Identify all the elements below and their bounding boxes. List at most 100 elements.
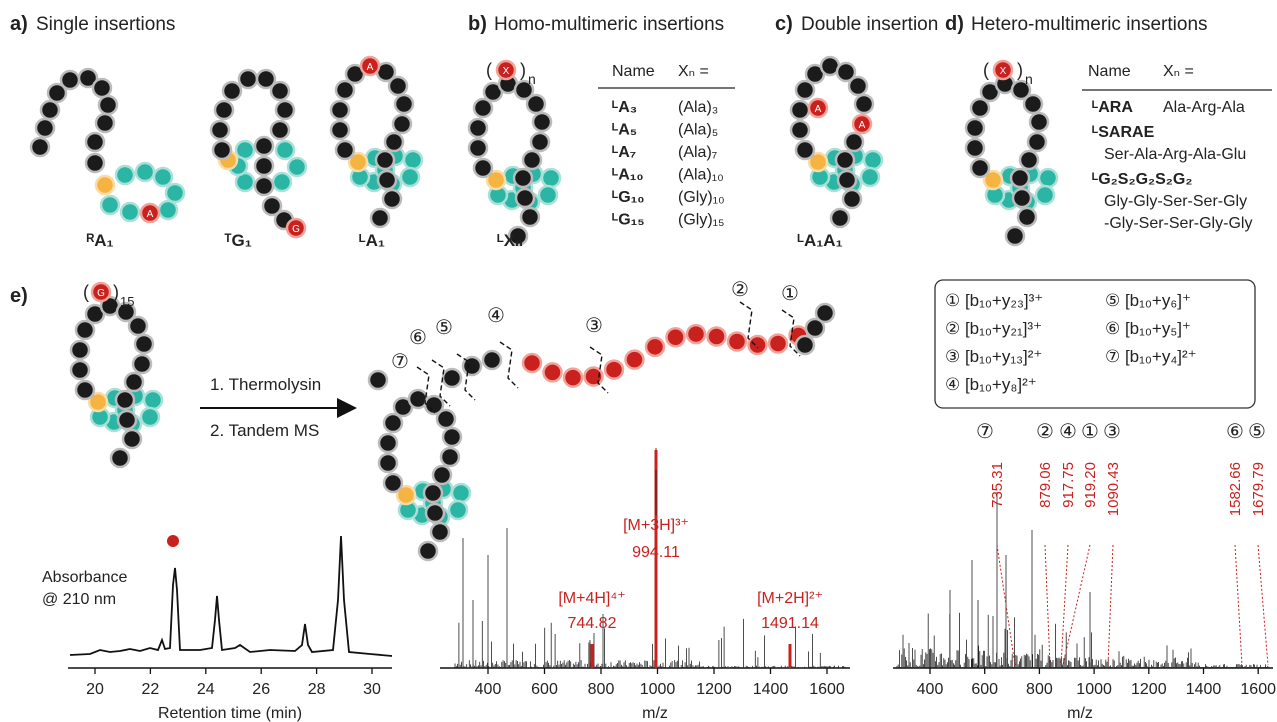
bead bbox=[439, 446, 461, 468]
bead bbox=[747, 334, 768, 356]
bead bbox=[382, 472, 404, 494]
bead bbox=[164, 182, 186, 204]
table-cell: (Ala)₁₀ bbox=[678, 167, 724, 184]
bead bbox=[851, 113, 873, 135]
bead bbox=[424, 502, 446, 524]
panel-title: Hetero-multimeric insertions bbox=[971, 14, 1208, 35]
peak-mz: 917.75 bbox=[1060, 462, 1077, 508]
x-tick-label: 400 bbox=[475, 681, 502, 698]
bead bbox=[237, 68, 259, 90]
bead bbox=[255, 68, 277, 90]
bead bbox=[91, 77, 113, 99]
bead bbox=[485, 169, 507, 191]
bead bbox=[447, 499, 469, 521]
peak-leader bbox=[1107, 544, 1114, 666]
bead bbox=[157, 199, 179, 221]
bracket: ) bbox=[520, 60, 526, 80]
bead bbox=[624, 349, 645, 370]
bead bbox=[123, 371, 145, 393]
bead bbox=[69, 359, 91, 381]
bead bbox=[435, 408, 457, 430]
bead bbox=[377, 432, 399, 454]
table-cell: Gly-Gly-Ser-Ser-Gly bbox=[1104, 193, 1247, 210]
bead bbox=[152, 166, 174, 188]
bead bbox=[525, 93, 547, 115]
table-cell: (Ala)₅ bbox=[678, 122, 718, 139]
bead bbox=[794, 334, 816, 356]
bead bbox=[119, 201, 141, 223]
table-cell: ᴸA₃ bbox=[612, 99, 637, 116]
x-tick-label: 1200 bbox=[696, 681, 732, 698]
bead bbox=[1011, 187, 1033, 209]
bead bbox=[399, 166, 421, 188]
bead bbox=[441, 367, 463, 389]
bead bbox=[114, 164, 136, 186]
site-label: ⑤ bbox=[435, 317, 453, 339]
residue-label: A bbox=[859, 120, 866, 131]
bead bbox=[789, 99, 811, 121]
x-tick-label: 1600 bbox=[809, 681, 845, 698]
bracket: ) bbox=[113, 282, 119, 302]
x-tick-label: 1000 bbox=[640, 681, 676, 698]
residue-label: X bbox=[1000, 66, 1007, 77]
x-tick-label: 28 bbox=[308, 681, 326, 698]
peak-mz: 919.20 bbox=[1082, 462, 1099, 508]
x-tick-label: 26 bbox=[252, 681, 270, 698]
panel-label: a) bbox=[10, 13, 28, 35]
bead bbox=[1022, 93, 1044, 115]
bead bbox=[59, 69, 81, 91]
bead bbox=[513, 79, 535, 101]
table-header: Name bbox=[612, 63, 655, 80]
peak-mz: 735.31 bbox=[989, 462, 1006, 508]
table-cell: (Ala)₃ bbox=[678, 99, 718, 116]
table-cell: Ser-Ala-Arg-Ala-Glu bbox=[1104, 146, 1246, 163]
x-tick-label: 800 bbox=[1026, 681, 1053, 698]
bead bbox=[133, 333, 155, 355]
x-tick-label: 800 bbox=[588, 681, 615, 698]
subscript: n bbox=[1025, 71, 1033, 87]
site-label: ③ bbox=[585, 315, 603, 337]
bead bbox=[369, 207, 391, 229]
molecule-name: ᴿA₁ bbox=[86, 231, 113, 250]
step: 1. Thermolysin bbox=[210, 375, 321, 394]
bead bbox=[767, 333, 789, 354]
bead bbox=[285, 217, 307, 239]
peak-ion: [M+3H]³⁺ bbox=[623, 517, 689, 534]
table-header: Name bbox=[1088, 63, 1131, 80]
x-tick-label: 20 bbox=[86, 681, 104, 698]
molecule-name: ᴸXₙ bbox=[497, 231, 523, 250]
legend-entry: ④ [b₁₀+y₈]²⁺ bbox=[945, 375, 1037, 394]
bead bbox=[393, 93, 415, 115]
bead bbox=[807, 97, 829, 119]
bead bbox=[114, 389, 136, 411]
bead bbox=[74, 319, 96, 341]
x-tick-label: 1200 bbox=[1131, 681, 1167, 698]
site-label: ⑤ bbox=[1248, 421, 1266, 443]
peak-leader bbox=[1062, 544, 1091, 666]
panel-title: Double insertion bbox=[801, 14, 938, 35]
site-label: ⑦ bbox=[391, 351, 409, 373]
table-cell: ᴸG₁₀ bbox=[612, 189, 645, 206]
panel-label: e) bbox=[10, 285, 28, 307]
bead bbox=[274, 139, 296, 161]
bead bbox=[529, 131, 551, 153]
peak-mz: 1491.14 bbox=[761, 615, 819, 632]
bead bbox=[665, 327, 686, 348]
bead bbox=[964, 117, 986, 139]
x-tick-label: 1400 bbox=[753, 681, 789, 698]
bead bbox=[109, 447, 131, 469]
bead bbox=[209, 119, 231, 141]
site-label: ④ bbox=[1059, 421, 1077, 443]
bead bbox=[562, 367, 584, 388]
bead bbox=[964, 137, 986, 159]
bead bbox=[982, 169, 1004, 191]
peak-mz: 879.06 bbox=[1037, 462, 1054, 508]
bead bbox=[84, 131, 106, 153]
bead bbox=[359, 55, 381, 77]
panel-title: Single insertions bbox=[36, 14, 175, 35]
bead bbox=[472, 97, 494, 119]
panel-label: d) bbox=[945, 13, 964, 35]
table-cell: ᴸA₇ bbox=[612, 144, 636, 161]
bead bbox=[1037, 167, 1059, 189]
bead bbox=[334, 79, 356, 101]
